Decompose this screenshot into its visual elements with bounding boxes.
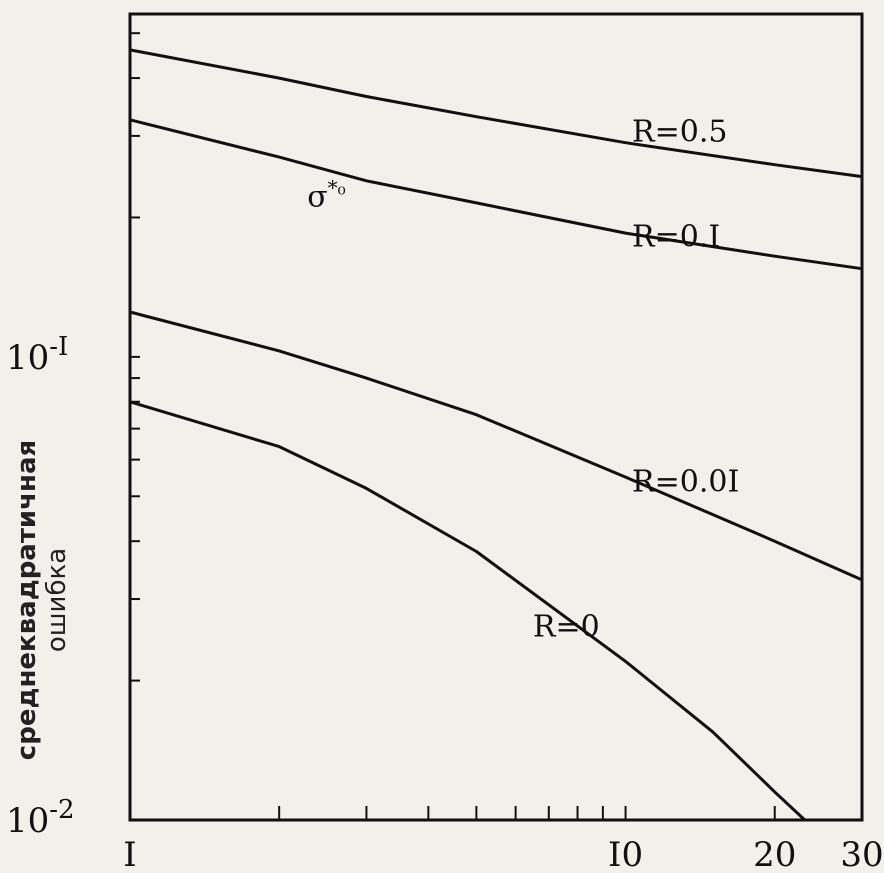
- series-line: [129, 310, 863, 582]
- x-tick-label: I0: [608, 835, 643, 873]
- annotations: σ*₀: [307, 175, 346, 214]
- series-label: R=0.0I: [632, 464, 739, 499]
- y-axis-label-line-1: среднеквадратичная: [12, 439, 42, 761]
- series-label: R=0.I: [632, 220, 720, 255]
- series-line: [129, 48, 863, 179]
- sigma-annotation: σ*₀: [307, 175, 346, 214]
- series-line: [129, 118, 863, 271]
- y-tick-label: 10-2: [6, 795, 75, 841]
- series-labels: R=0.5 R=0.I R=0.0I R=0: [533, 114, 739, 644]
- axis-ticks: I I0 20 30 10-I 10-2: [6, 32, 884, 873]
- x-tick-label: 20: [753, 835, 796, 873]
- series-line: [129, 400, 806, 822]
- series-label: R=0.5: [632, 114, 727, 149]
- x-tick-label: I: [123, 835, 136, 873]
- series-label: R=0: [533, 610, 600, 645]
- y-tick-label: 10-I: [6, 332, 68, 378]
- y-axis-label-line-2: ошибка: [42, 547, 72, 653]
- y-axis-label: среднеквадратичная ошибка: [12, 440, 72, 760]
- plot-frame: [128, 12, 864, 822]
- x-tick-label: 30: [840, 835, 883, 873]
- series-curves: [129, 48, 863, 822]
